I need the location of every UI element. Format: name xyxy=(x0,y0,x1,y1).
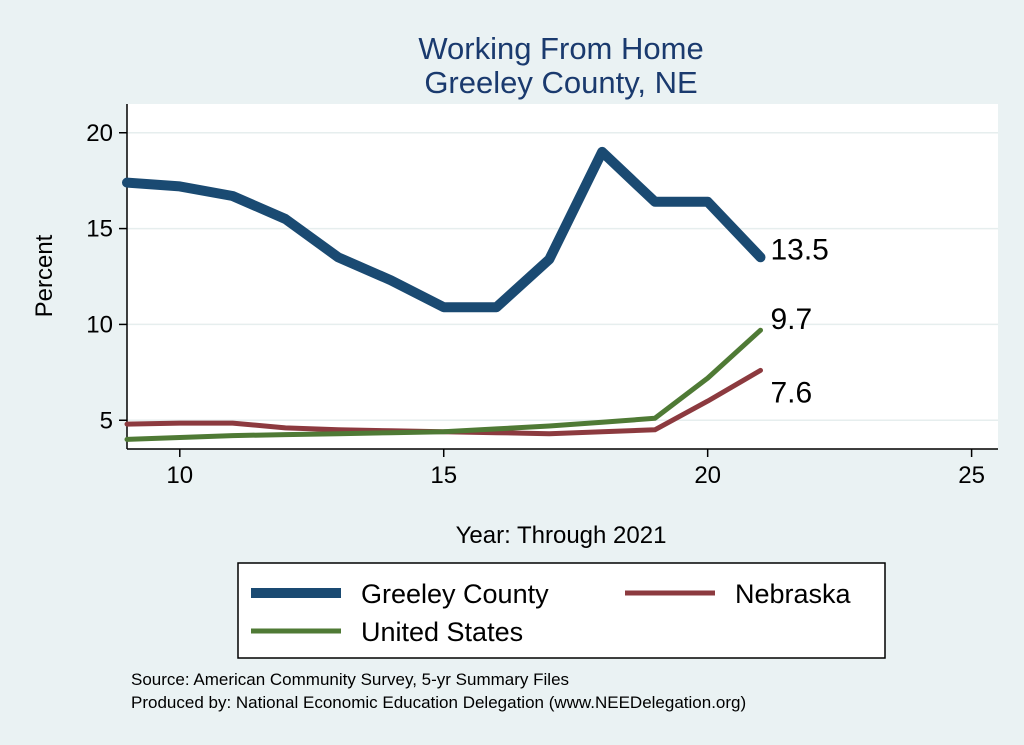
end-label-united-states: 9.7 xyxy=(770,303,812,336)
end-label-nebraska: 7.6 xyxy=(770,376,812,409)
y-tick-label-5: 5 xyxy=(100,407,113,434)
series-line-united-states xyxy=(124,327,763,442)
chart-title-line-1: Working From Home xyxy=(418,31,703,66)
producer-note: Produced by: National Economic Education… xyxy=(131,693,746,712)
x-tick-label-15: 15 xyxy=(430,462,457,489)
axes: 5 10 15 20 10 15 20 25 xyxy=(86,104,998,489)
x-tick-label-25: 25 xyxy=(958,462,985,489)
legend: Greeley County Nebraska United States xyxy=(237,562,886,659)
x-axis-label: Year: Through 2021 xyxy=(456,522,667,549)
legend-box xyxy=(237,562,886,659)
y-tick-label-10: 10 xyxy=(86,311,113,338)
end-label-greeley-county: 13.5 xyxy=(770,233,828,266)
y-tick-label-20: 20 xyxy=(86,120,113,147)
end-labels: 13.5 7.6 9.7 xyxy=(770,233,828,409)
chart-title-line-2: Greeley County, NE xyxy=(424,65,697,100)
x-tick-label-20: 20 xyxy=(694,462,721,489)
source-note: Source: American Community Survey, 5-yr … xyxy=(131,670,569,689)
plot-area xyxy=(127,104,998,449)
x-tick-label-10: 10 xyxy=(166,462,193,489)
legend-label-united-states: United States xyxy=(361,617,523,647)
y-axis-label: Percent xyxy=(31,234,58,317)
series-line-greeley-county xyxy=(122,146,766,313)
legend-label-nebraska: Nebraska xyxy=(735,579,852,609)
series-lines xyxy=(122,146,766,442)
legend-label-greeley-county: Greeley County xyxy=(361,579,549,609)
y-tick-label-15: 15 xyxy=(86,216,113,243)
